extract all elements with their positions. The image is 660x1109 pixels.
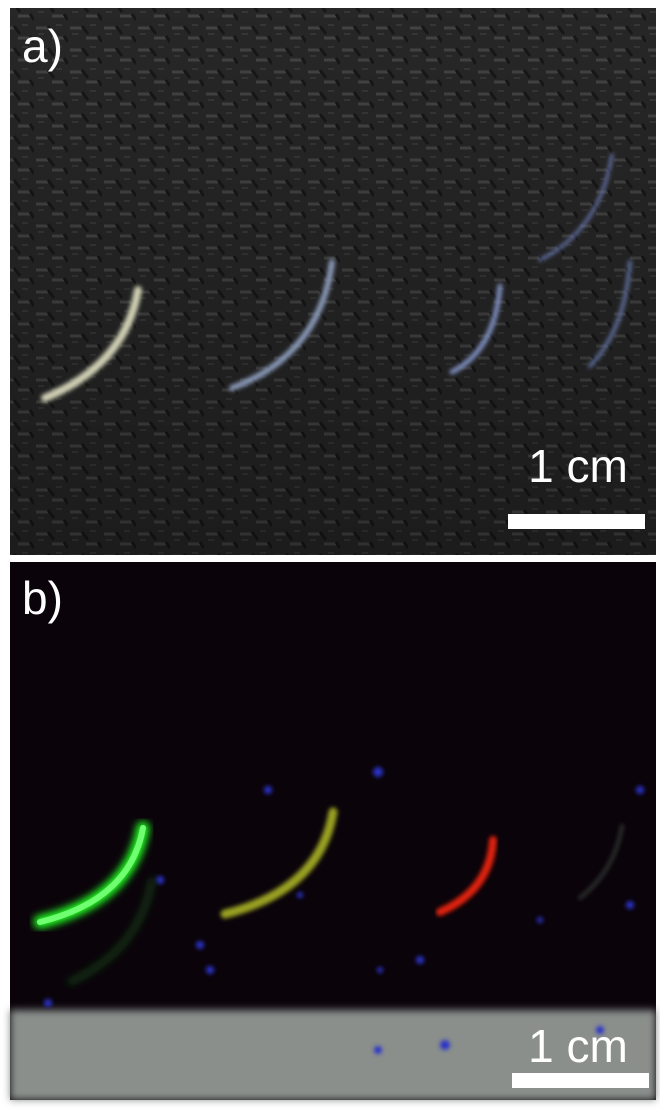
panel-b: b) 1 cm (10, 562, 656, 1100)
panel-label: b) (22, 572, 63, 624)
figure: a) 1 cm b) 1 cm (0, 0, 660, 1109)
panel-label: a) (22, 20, 63, 72)
panel-a: a) 1 cm (10, 8, 656, 555)
scale-bar (512, 1073, 649, 1088)
scale-bar-label: 1 cm (528, 440, 628, 492)
scale-bar-label: 1 cm (528, 1020, 628, 1072)
scale-bar (508, 514, 645, 529)
